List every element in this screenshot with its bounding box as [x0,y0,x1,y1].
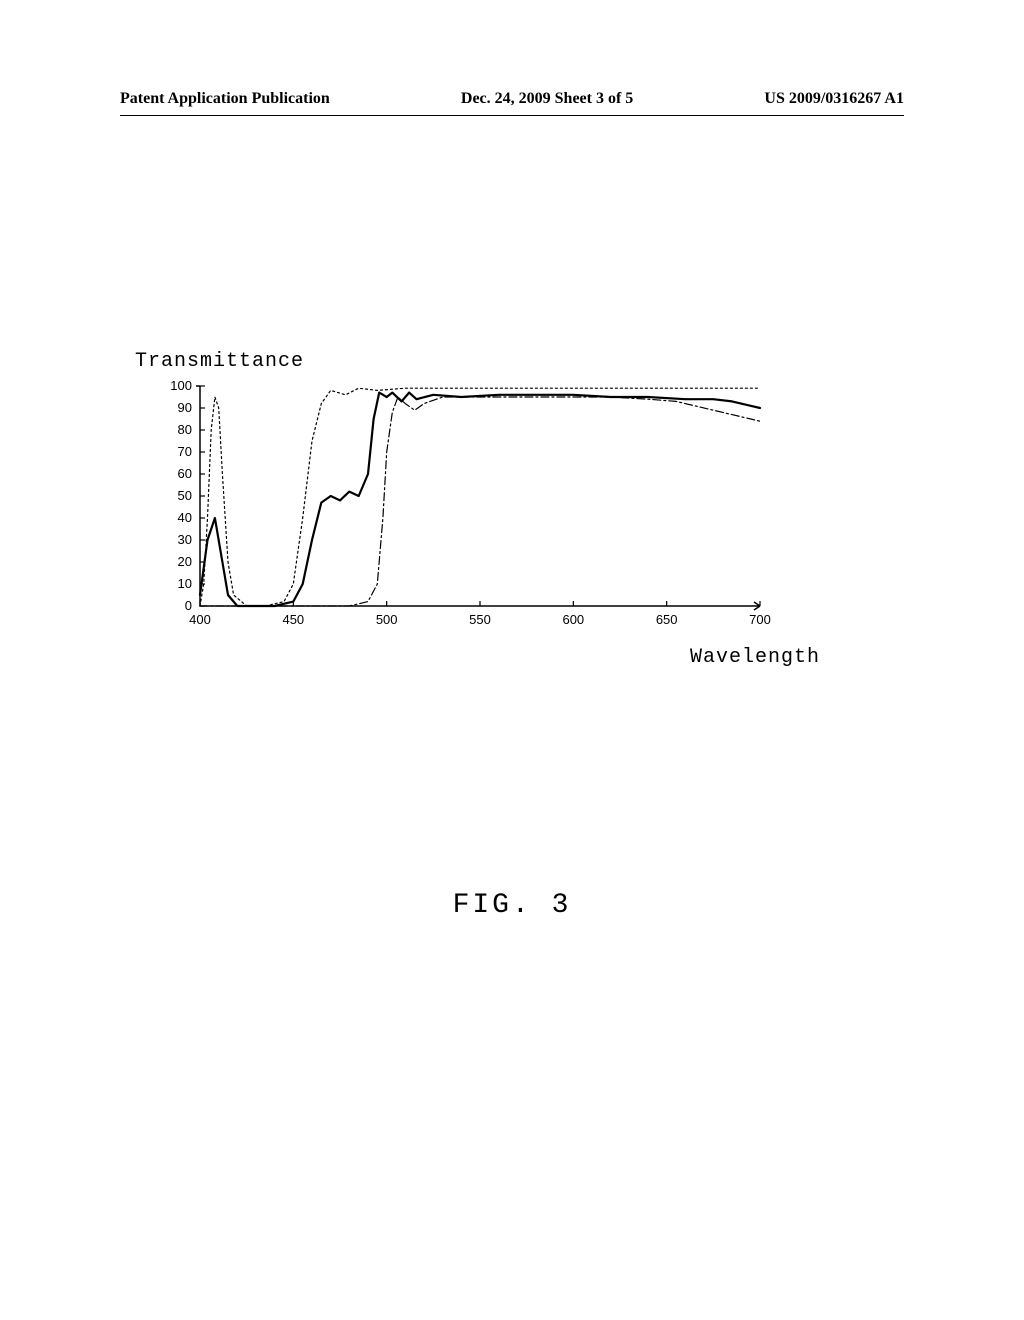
svg-text:400: 400 [189,612,211,627]
svg-text:500: 500 [376,612,398,627]
transmittance-chart: Transmittance 01020304050607080901004004… [140,350,860,669]
header-center: Dec. 24, 2009 Sheet 3 of 5 [461,90,633,108]
page-header: Patent Application Publication Dec. 24, … [0,90,1024,108]
svg-text:600: 600 [562,612,584,627]
svg-text:60: 60 [178,466,192,481]
chart-plot-area: 0 10 20 30 40 50 60 70 80 90 100 400 450 500 550 600 650… [140,381,780,641]
svg-text:100: 100 [170,381,192,393]
svg-text:20: 20 [178,554,192,569]
svg-text:0: 0 [185,598,192,613]
svg-text:80: 80 [178,422,192,437]
header-left: Patent Application Publication [120,90,330,108]
svg-text:450: 450 [282,612,304,627]
x-axis-label: Wavelength [140,646,820,669]
svg-text:40: 40 [178,510,192,525]
header-rule [120,115,904,116]
svg-text:50: 50 [178,488,192,503]
figure-label: FIG. 3 [0,890,1024,921]
svg-text:90: 90 [178,400,192,415]
header-right: US 2009/0316267 A1 [764,90,904,108]
y-axis-label: Transmittance [135,350,860,373]
svg-text:10: 10 [178,576,192,591]
svg-text:550: 550 [469,612,491,627]
svg-text:650: 650 [656,612,678,627]
svg-text:30: 30 [178,532,192,547]
svg-text:700: 700 [749,612,771,627]
svg-text:70: 70 [178,444,192,459]
